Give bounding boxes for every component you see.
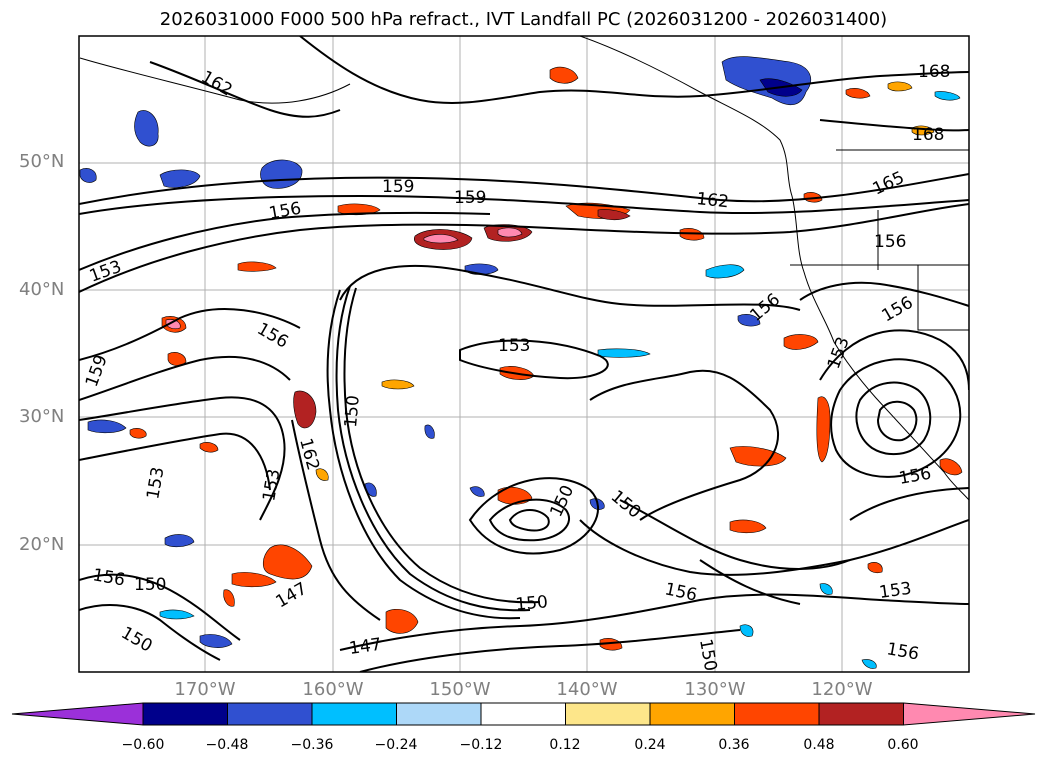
positive-anomaly-area <box>549 66 579 84</box>
colorbar-swatch <box>396 702 482 726</box>
negative-anomaly-area <box>159 169 201 188</box>
colorbar-tick-label: 0.60 <box>887 737 919 753</box>
positive-anomaly-area <box>729 446 787 467</box>
contour-label: 159 <box>454 188 486 208</box>
colorbar-tick-label: −0.60 <box>121 737 165 753</box>
negative-anomaly-area <box>861 659 877 669</box>
lon-label: 140°W <box>556 679 618 700</box>
lon-label: 150°W <box>429 679 491 700</box>
colorbar-swatch <box>480 702 566 726</box>
positive-anomaly-area <box>423 234 459 244</box>
negative-anomaly-area <box>134 110 159 147</box>
map-border <box>78 35 970 673</box>
negative-anomaly-area <box>934 91 961 101</box>
contour-label: 150 <box>134 575 166 595</box>
colorbar-swatch <box>227 702 313 726</box>
colorbar-tick-label: 0.12 <box>549 737 581 753</box>
colorbar-tick-label: −0.48 <box>205 737 249 753</box>
lon-label: 170°W <box>174 679 236 700</box>
colorbar-swatch <box>818 702 904 726</box>
positive-anomaly-area <box>887 81 913 92</box>
contour-label: 150 <box>515 592 549 615</box>
positive-anomaly-area <box>939 458 963 476</box>
colorbar-tick-label: −0.24 <box>374 737 418 753</box>
colorbar-swatch <box>311 702 397 726</box>
contour-label: 168 <box>912 125 944 145</box>
positive-anomaly-area <box>783 334 819 350</box>
lon-label: 130°W <box>684 679 746 700</box>
contour-label: 147 <box>348 635 383 659</box>
contour-label: 153 <box>878 579 913 603</box>
colorbar-swatch <box>649 702 735 726</box>
negative-anomaly-area <box>819 583 833 595</box>
negative-anomaly-area <box>469 486 485 497</box>
positive-anomaly-area <box>315 468 329 481</box>
positive-anomaly-area <box>223 589 235 607</box>
positive-anomaly-area <box>231 572 277 588</box>
colorbar-tick-label: 0.36 <box>718 737 750 753</box>
positive-anomaly-area <box>165 319 181 330</box>
positive-anomaly-area <box>816 396 831 463</box>
lat-label: 20°N <box>19 534 65 555</box>
positive-anomaly-area <box>497 227 523 238</box>
positive-anomaly-area <box>293 390 317 429</box>
plot-title: 2026031000 F000 500 hPa refract., IVT La… <box>159 9 888 30</box>
contour-label: 156 <box>874 232 906 252</box>
positive-anomaly-area <box>237 261 277 272</box>
colorbar-swatch <box>142 702 228 726</box>
negative-anomaly-area <box>79 168 97 183</box>
negative-anomaly-area <box>199 634 233 648</box>
negative-anomaly-area <box>597 348 651 358</box>
positive-anomaly-area <box>845 88 871 99</box>
positive-anomaly-area <box>597 209 631 221</box>
colorbar-tick-label: 0.24 <box>634 737 666 753</box>
shaded-anomaly-field <box>79 56 963 669</box>
positive-anomaly-area <box>167 352 187 366</box>
colorbar-tick-label: −0.12 <box>459 737 503 753</box>
colorbar-tick-label: 0.48 <box>803 737 835 753</box>
lon-label: 160°W <box>302 679 364 700</box>
negative-anomaly-area <box>87 419 127 434</box>
positive-anomaly-area <box>599 638 623 651</box>
contour-lines <box>79 36 969 672</box>
positive-anomaly-area <box>867 562 883 574</box>
colorbar-swatch <box>734 702 820 726</box>
positive-anomaly-area <box>199 442 219 453</box>
contour-label: 168 <box>918 62 950 82</box>
colorbar-extend-high <box>903 702 1036 726</box>
contour-label: 153 <box>498 336 530 356</box>
negative-anomaly-area <box>159 609 195 620</box>
colorbar <box>11 702 1036 726</box>
positive-anomaly-area <box>262 544 313 580</box>
colorbar-extend-low <box>11 702 144 726</box>
colorbar-tick-label: −0.36 <box>290 737 334 753</box>
lon-label: 120°W <box>811 679 873 700</box>
lat-label: 50°N <box>19 151 65 172</box>
negative-anomaly-area <box>424 424 435 439</box>
contour-label: 150 <box>341 394 364 428</box>
negative-anomaly-area <box>737 314 761 327</box>
contour-label: 162 <box>695 189 729 212</box>
positive-anomaly-area <box>129 428 147 439</box>
positive-anomaly-area <box>385 609 419 634</box>
contour-label: 159 <box>382 177 414 197</box>
positive-anomaly-area <box>729 519 767 534</box>
lat-label: 30°N <box>19 406 65 427</box>
negative-anomaly-area <box>164 534 195 548</box>
negative-anomaly-area <box>705 264 745 279</box>
positive-anomaly-area <box>381 379 415 390</box>
colorbar-swatch <box>565 702 651 726</box>
negative-anomaly-area <box>739 624 754 637</box>
lat-label: 40°N <box>19 279 65 300</box>
